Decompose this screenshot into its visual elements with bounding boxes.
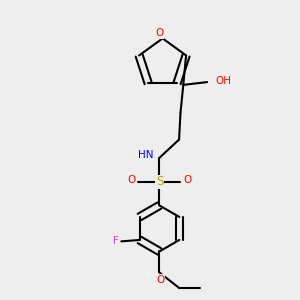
Text: OH: OH bbox=[215, 76, 232, 86]
Text: O: O bbox=[156, 28, 164, 38]
Text: O: O bbox=[183, 175, 191, 185]
Text: HN: HN bbox=[138, 150, 154, 160]
Text: F: F bbox=[112, 236, 118, 246]
Text: O: O bbox=[128, 175, 136, 185]
Text: O: O bbox=[157, 275, 165, 285]
Text: S: S bbox=[156, 175, 163, 188]
